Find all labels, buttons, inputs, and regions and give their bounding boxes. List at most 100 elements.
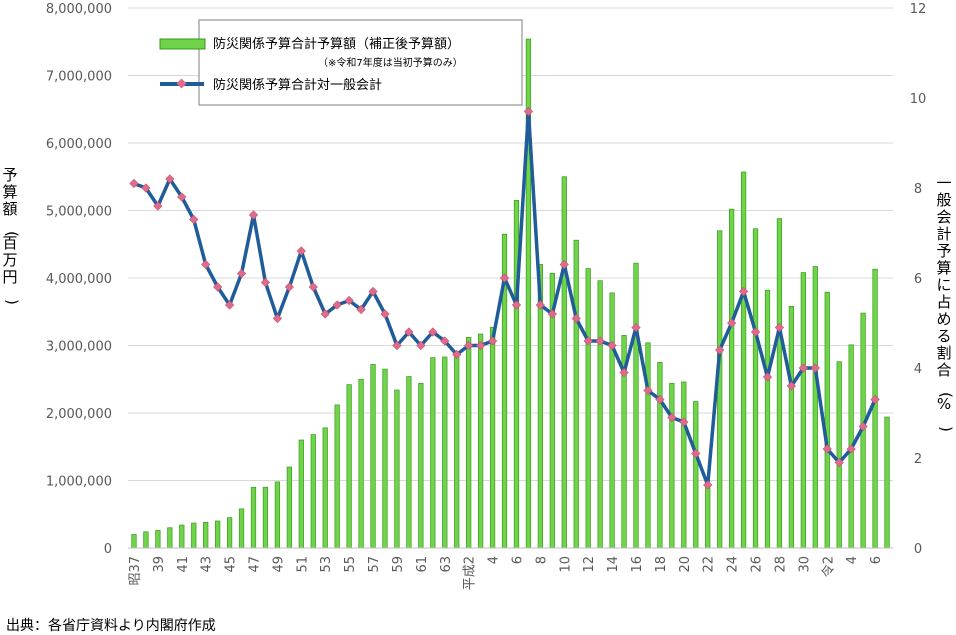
left-tick-label: 6,000,000 <box>46 137 112 152</box>
x-tick-label: 39 <box>152 556 167 573</box>
line-marker <box>476 340 486 351</box>
legend-bar-swatch <box>159 38 206 50</box>
bar <box>717 230 723 549</box>
right-tick-label: 10 <box>910 92 927 107</box>
source-note: 出典：各省庁資料より内閣府作成 <box>6 618 216 634</box>
line-marker <box>810 363 820 373</box>
line-marker <box>643 385 653 396</box>
x-tick-label: 59 <box>391 556 406 573</box>
line-marker <box>535 300 545 310</box>
bar <box>573 239 579 549</box>
x-tick-label: 12 <box>582 556 597 573</box>
x-tick-label: 平成2 <box>463 556 478 590</box>
bar <box>561 176 567 549</box>
bar <box>477 333 484 549</box>
bar <box>454 351 460 549</box>
bar <box>238 508 245 549</box>
line-marker <box>380 309 390 319</box>
line-marker <box>428 327 438 337</box>
bar <box>346 384 352 549</box>
x-tick-label: 51 <box>295 556 310 573</box>
budget-chart: 0 1,000,000 2,000,000 3,000,000 4,000,000 5,0… <box>2 2 955 590</box>
line-marker <box>750 327 761 337</box>
bar <box>597 280 603 549</box>
x-tick-label: 8 <box>534 556 549 564</box>
x-tick-label: 57 <box>367 556 382 573</box>
x-tick-label: 14 <box>606 556 621 573</box>
bar <box>764 289 771 549</box>
bar <box>800 272 806 549</box>
bar <box>418 382 424 549</box>
line-marker <box>858 421 868 432</box>
line-marker <box>595 336 605 346</box>
right-tick-label: 12 <box>910 2 927 17</box>
line-marker <box>248 210 259 220</box>
line-marker <box>559 259 569 270</box>
legend-bar-label: 防災関係予算合計予算額（補正後予算額） <box>213 36 460 52</box>
x-tick-label: 18 <box>654 556 669 573</box>
x-tick-label: 10 <box>558 556 573 573</box>
bar <box>358 378 364 549</box>
x-tick-label: 49 <box>271 556 286 573</box>
line-marker <box>703 480 713 490</box>
line-marker <box>655 394 665 405</box>
bar <box>442 356 448 549</box>
bar <box>776 218 783 549</box>
bar <box>334 404 340 549</box>
bar <box>585 268 591 549</box>
x-tick-label: 16 <box>630 556 645 573</box>
bar <box>167 527 173 549</box>
line-marker <box>320 309 330 319</box>
x-tick-label: 令2 <box>821 556 836 577</box>
left-tick-label: 3,000,000 <box>46 340 112 355</box>
x-tick-label: 4 <box>845 556 860 564</box>
legend-line-marker <box>176 78 187 89</box>
line-marker <box>177 192 187 202</box>
x-tick-label: 6 <box>510 556 525 564</box>
line-marker <box>691 448 701 459</box>
bar <box>836 361 842 549</box>
line-marker <box>727 318 737 328</box>
line-marker <box>870 394 880 405</box>
line-marker <box>464 340 474 351</box>
line-marker <box>619 367 629 378</box>
line-marker <box>260 277 271 288</box>
bar <box>143 531 149 549</box>
x-tick-label: 4 <box>487 556 502 564</box>
line-marker <box>846 444 856 454</box>
bar <box>609 292 615 549</box>
bar <box>382 368 388 549</box>
bar <box>872 268 878 549</box>
bar <box>179 524 185 549</box>
bar <box>693 401 699 549</box>
left-tick-label: 4,000,000 <box>46 272 112 287</box>
line-marker <box>607 340 617 351</box>
line-marker <box>201 259 211 270</box>
bar <box>215 520 221 549</box>
bar <box>657 362 663 549</box>
legend-bar-note: （※令和7年度は当初予算のみ） <box>318 56 463 69</box>
line-marker <box>499 273 510 283</box>
x-tick-label: 47 <box>248 556 263 573</box>
bar <box>489 326 496 549</box>
line-marker <box>762 372 773 382</box>
right-tick-label: 6 <box>914 272 922 287</box>
x-tick-label: 28 <box>773 556 788 573</box>
right-tick-label: 2 <box>914 452 922 467</box>
bar <box>370 364 376 549</box>
line-marker <box>296 246 306 256</box>
x-tick-label: 41 <box>176 556 191 573</box>
bar <box>466 337 472 549</box>
bar <box>824 291 830 549</box>
line-marker <box>786 381 796 391</box>
line-marker <box>798 363 808 373</box>
legend-line-label: 防災関係予算合計対一般会計 <box>213 77 382 93</box>
bar <box>155 530 161 549</box>
line-marker <box>822 444 832 454</box>
x-tick-label: 63 <box>439 556 454 573</box>
line-marker <box>738 286 749 297</box>
left-tick-label: 5,000,000 <box>46 205 112 220</box>
line-marker <box>416 340 426 351</box>
line-series <box>129 106 880 490</box>
line-marker <box>332 300 342 310</box>
